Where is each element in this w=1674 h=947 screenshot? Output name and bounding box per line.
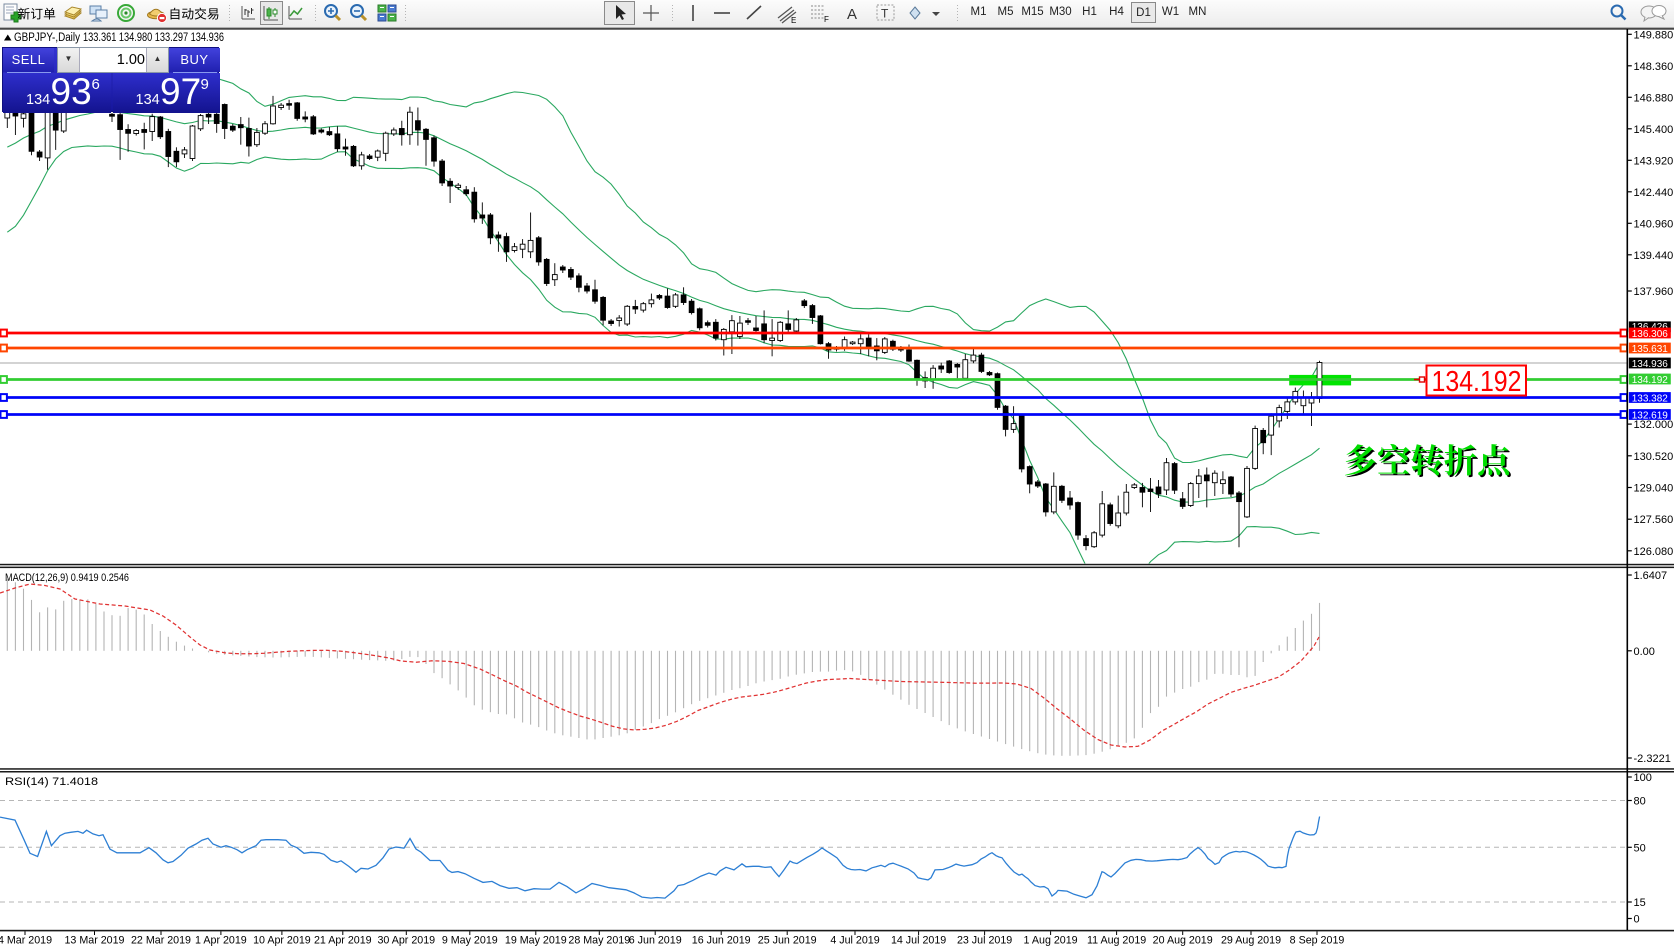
svg-text:133.361 134.980 133.297 134.93: 133.361 134.980 133.297 134.936 <box>83 32 224 44</box>
svg-text:149.880: 149.880 <box>1634 29 1674 41</box>
svg-text:134.192: 134.192 <box>1432 366 1522 398</box>
svg-text:137.960: 137.960 <box>1634 286 1674 298</box>
svg-text:142.440: 142.440 <box>1634 187 1674 199</box>
svg-text:129.040: 129.040 <box>1634 483 1674 495</box>
svg-text:133.382: 133.382 <box>1632 393 1669 404</box>
svg-text:148.360: 148.360 <box>1634 61 1674 73</box>
svg-text:143.920: 143.920 <box>1634 155 1674 167</box>
svg-text:50: 50 <box>1634 842 1646 854</box>
svg-text:6 Jun 2019: 6 Jun 2019 <box>629 935 682 947</box>
svg-text:RSI(14) 71.4018: RSI(14) 71.4018 <box>5 776 98 788</box>
svg-text:0: 0 <box>1634 914 1640 926</box>
svg-text:0.00: 0.00 <box>1634 646 1655 658</box>
svg-text:GBPJPY-,Daily: GBPJPY-,Daily <box>14 32 80 44</box>
svg-text:8 Sep 2019: 8 Sep 2019 <box>1290 935 1345 947</box>
svg-text:1.6407: 1.6407 <box>1634 570 1668 582</box>
svg-text:132.619: 132.619 <box>1632 410 1669 421</box>
svg-text:1 Aug 2019: 1 Aug 2019 <box>1024 935 1078 947</box>
svg-text:134.192: 134.192 <box>1632 375 1669 386</box>
svg-text:16 Jun 2019: 16 Jun 2019 <box>692 935 751 947</box>
svg-text:127.560: 127.560 <box>1634 514 1674 526</box>
svg-text:9 May 2019: 9 May 2019 <box>442 935 498 947</box>
svg-text:10 Apr 2019: 10 Apr 2019 <box>253 935 311 947</box>
svg-text:4 Jul 2019: 4 Jul 2019 <box>830 935 879 947</box>
svg-text:-2.3221: -2.3221 <box>1634 753 1671 765</box>
svg-text:28 May 2019: 28 May 2019 <box>568 935 630 947</box>
svg-text:135.631: 135.631 <box>1632 344 1669 355</box>
svg-text:1 Apr 2019: 1 Apr 2019 <box>195 935 247 947</box>
svg-text:80: 80 <box>1634 796 1646 808</box>
svg-text:140.960: 140.960 <box>1634 218 1674 230</box>
svg-text:21 Apr 2019: 21 Apr 2019 <box>314 935 372 947</box>
svg-text:MACD(12,26,9) 0.9419 0.2546: MACD(12,26,9) 0.9419 0.2546 <box>5 572 129 584</box>
svg-text:25 Jun 2019: 25 Jun 2019 <box>758 935 817 947</box>
svg-text:20 Aug 2019: 20 Aug 2019 <box>1153 935 1213 947</box>
svg-text:19 May 2019: 19 May 2019 <box>505 935 567 947</box>
svg-text:4 Mar 2019: 4 Mar 2019 <box>0 935 52 947</box>
svg-text:14 Jul 2019: 14 Jul 2019 <box>891 935 946 947</box>
svg-text:126.080: 126.080 <box>1634 546 1674 558</box>
svg-text:30 Apr 2019: 30 Apr 2019 <box>377 935 435 947</box>
svg-text:100: 100 <box>1634 772 1652 784</box>
svg-text:146.880: 146.880 <box>1634 92 1674 104</box>
svg-text:A: A <box>847 6 857 23</box>
svg-text:139.440: 139.440 <box>1634 250 1674 262</box>
svg-text:130.520: 130.520 <box>1634 451 1674 463</box>
svg-text:13 Mar 2019: 13 Mar 2019 <box>64 935 124 947</box>
svg-text:134.936: 134.936 <box>1632 359 1669 370</box>
svg-text:23 Jul 2019: 23 Jul 2019 <box>957 935 1012 947</box>
svg-text:29 Aug 2019: 29 Aug 2019 <box>1221 935 1281 947</box>
svg-text:T: T <box>881 7 889 21</box>
svg-text:136.306: 136.306 <box>1632 329 1669 340</box>
svg-text:15: 15 <box>1634 897 1646 909</box>
svg-text:22 Mar 2019: 22 Mar 2019 <box>131 935 191 947</box>
svg-text:E: E <box>791 16 796 24</box>
svg-text:132.000: 132.000 <box>1634 419 1674 431</box>
svg-text:F: F <box>824 15 829 24</box>
svg-text:11 Aug 2019: 11 Aug 2019 <box>1087 935 1146 947</box>
svg-text:145.400: 145.400 <box>1634 124 1674 136</box>
